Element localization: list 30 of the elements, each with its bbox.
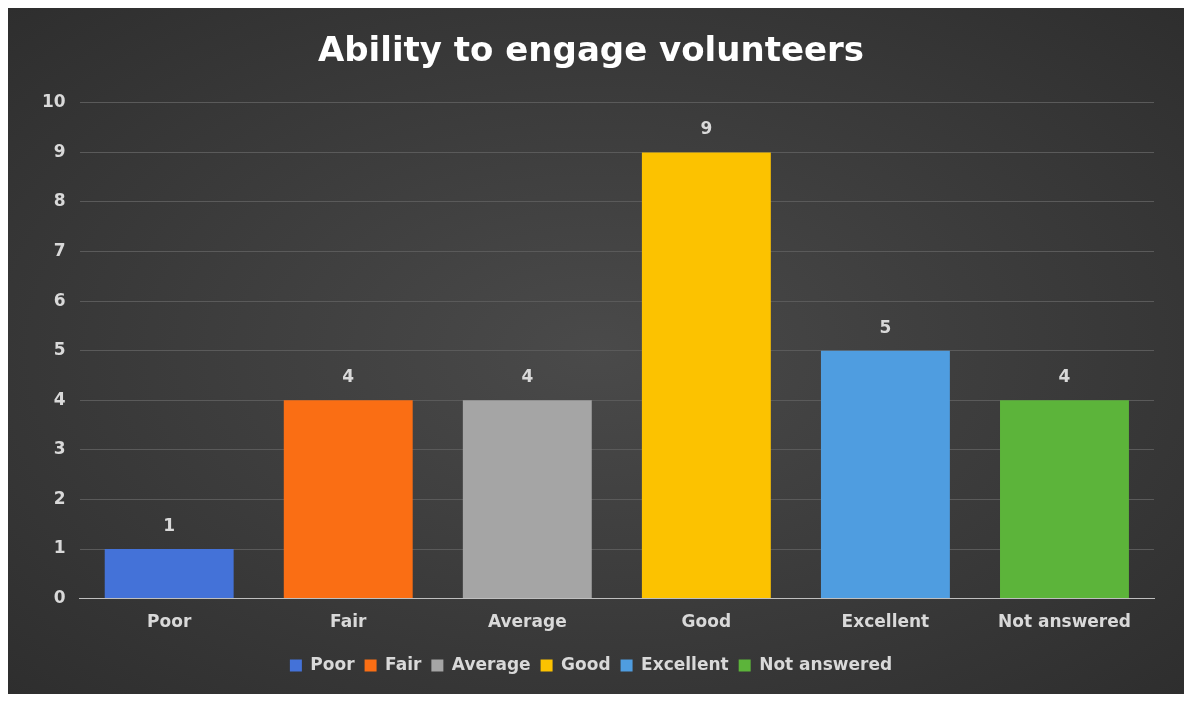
data-label: 5 [879, 316, 892, 337]
chart-title: Ability to engage volunteers [317, 29, 865, 70]
data-label: 4 [1058, 366, 1071, 387]
y-tick-label: 5 [53, 339, 66, 360]
y-tick-label: 6 [53, 289, 66, 310]
y-tick-label: 7 [53, 239, 66, 260]
y-tick-label: 0 [53, 587, 66, 608]
data-label: 4 [342, 366, 355, 387]
y-tick-label: 10 [41, 91, 66, 112]
y-tick-label: 8 [53, 190, 66, 211]
x-tick-label: Good [681, 611, 732, 632]
legend-label: Poor [310, 653, 356, 674]
legend-label: Not answered [759, 653, 893, 674]
data-label: 1 [163, 514, 176, 535]
legend-label: Average [451, 653, 531, 674]
data-label: 4 [521, 366, 534, 387]
x-tick-label: Not answered [997, 611, 1131, 632]
data-label: 9 [700, 118, 713, 139]
y-tick-label: 2 [53, 487, 66, 508]
y-tick-label: 3 [53, 438, 66, 459]
y-tick-label: 1 [53, 537, 66, 558]
y-tick-label: 9 [53, 140, 66, 161]
legend-label: Fair [385, 653, 422, 674]
legend-label: Good [561, 653, 611, 674]
x-tick-label: Poor [147, 611, 192, 632]
y-tick-label: 4 [53, 388, 66, 409]
x-tick-label: Fair [330, 611, 367, 632]
x-tick-label: Excellent [841, 611, 930, 632]
x-tick-label: Average [487, 611, 567, 632]
legend-label: Excellent [641, 653, 729, 674]
